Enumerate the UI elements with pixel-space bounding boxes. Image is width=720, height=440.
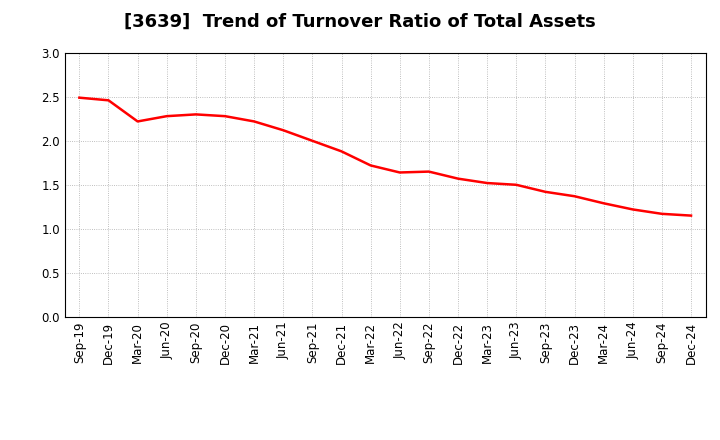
Text: [3639]  Trend of Turnover Ratio of Total Assets: [3639] Trend of Turnover Ratio of Total …	[124, 13, 596, 31]
